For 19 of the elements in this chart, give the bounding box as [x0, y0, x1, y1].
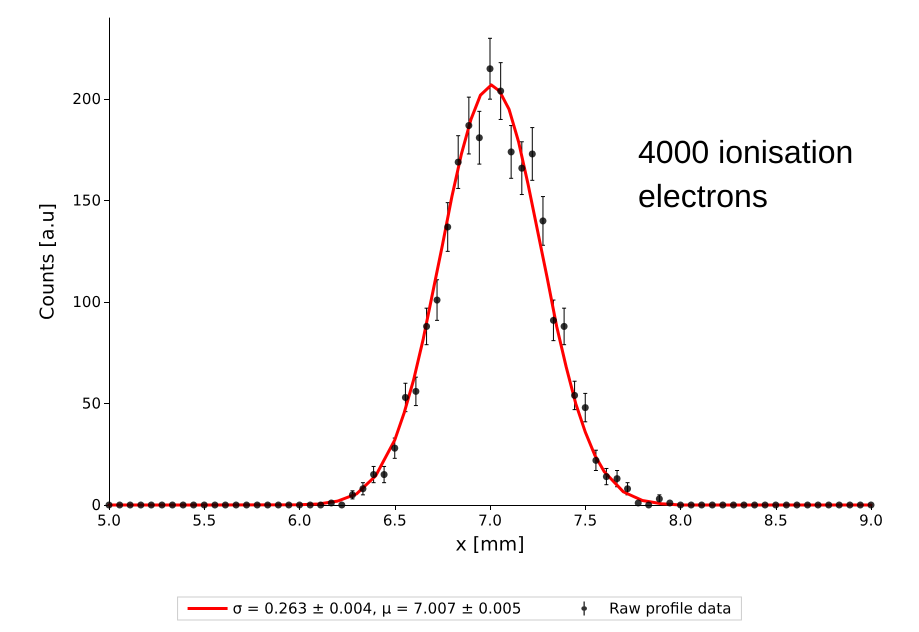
- y-tick-label: 50: [82, 394, 101, 413]
- y-tick-label: 200: [72, 90, 101, 108]
- x-tick-label: 8.0: [668, 512, 692, 530]
- x-tick-label: 7.5: [573, 512, 598, 530]
- annotation: 4000 ionisation electrons: [638, 134, 854, 214]
- x-tick-label: 6.5: [382, 512, 407, 530]
- y-tick-label: 150: [72, 192, 101, 210]
- x-tick-label: 5.5: [192, 512, 216, 530]
- y-tick-label: 0: [91, 496, 101, 514]
- x-tick-label: 6.0: [288, 512, 312, 530]
- x-axis-title: x [mm]: [455, 534, 525, 556]
- legend-label: Raw profile data: [609, 600, 732, 618]
- legend-label: σ = 0.263 ± 0.004, μ = 7.007 ± 0.005: [232, 600, 522, 618]
- x-tick-label: 8.5: [764, 512, 788, 530]
- y-axis-title: Counts [a.u]: [36, 203, 58, 320]
- x-tick-label: 9.0: [859, 512, 883, 530]
- x-tick-label: 5.0: [97, 512, 121, 530]
- x-tick-label: 7.0: [478, 512, 502, 530]
- y-tick-label: 100: [72, 293, 101, 312]
